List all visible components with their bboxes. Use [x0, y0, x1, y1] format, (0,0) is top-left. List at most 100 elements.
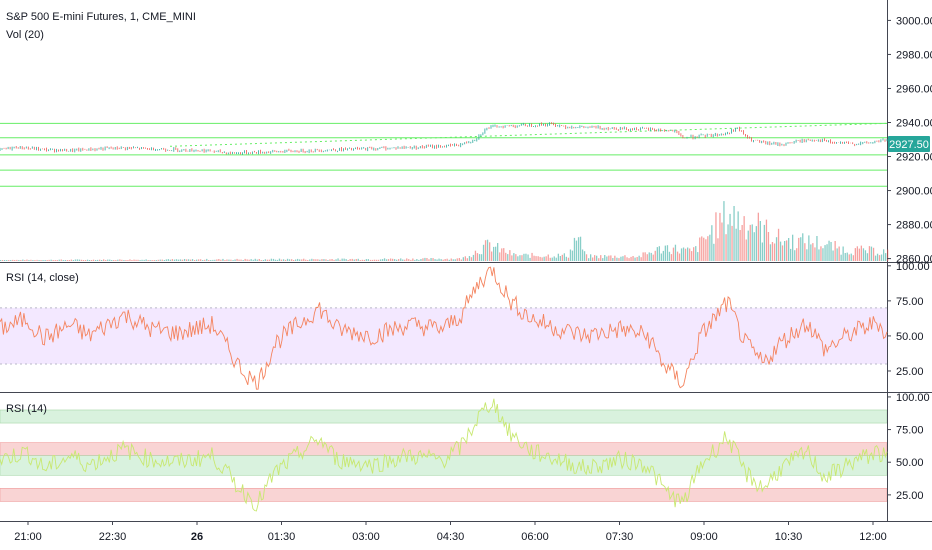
volume-bar: [482, 244, 485, 261]
volume-bar: [303, 258, 305, 261]
volume-bar: [887, 249, 889, 261]
volume-bar: [88, 260, 91, 261]
volume-bar: [363, 259, 365, 261]
symbol-title[interactable]: S&P 500 E-mini Futures, 1, CME_MINI: [6, 11, 196, 23]
volume-bar: [371, 259, 374, 261]
volume-bar: [450, 258, 452, 261]
volume-bar: [256, 259, 258, 261]
volume-bar: [127, 260, 129, 261]
volume-bar: [286, 258, 289, 261]
volume-bar: [583, 251, 586, 261]
volume-bar: [654, 250, 656, 261]
volume-bar: [676, 251, 679, 261]
volume-bar: [396, 259, 398, 261]
volume-bar: [618, 258, 620, 261]
volume-bar: [697, 252, 699, 261]
price-axis[interactable]: 3000.00 2980.00 2960.00 2940.00 2920.00 2900.…: [887, 15, 932, 502]
volume-bar: [28, 260, 30, 261]
volume-bar: [521, 255, 523, 261]
volume-bar: [687, 247, 689, 261]
volume-bar: [753, 232, 755, 261]
y-tick-label: 2920.00: [896, 152, 932, 164]
volume-bar: [119, 259, 121, 261]
volume-bar: [0, 260, 2, 261]
volume-bar: [577, 237, 580, 261]
volume-bar: [715, 212, 717, 261]
rsi-close-indicator-label[interactable]: RSI (14, close): [6, 272, 79, 284]
volume-bar: [147, 260, 149, 261]
volume-bar: [266, 259, 268, 261]
volume-bar: [309, 259, 311, 261]
volume-bar: [64, 260, 66, 261]
volume-bar: [630, 256, 632, 261]
volume-bar: [113, 260, 115, 261]
volume-bar: [454, 259, 456, 261]
volume-bar: [288, 259, 291, 261]
volume-bar: [735, 228, 737, 261]
volume-bar: [84, 260, 87, 261]
volume-bar: [531, 252, 533, 261]
volume-bar: [446, 258, 448, 261]
volume-bar: [717, 238, 719, 261]
volume-bar: [672, 247, 675, 261]
volume-bar: [214, 259, 216, 261]
volume-bar: [398, 259, 400, 261]
volume-indicator-label[interactable]: Vol (20): [6, 29, 44, 41]
volume-bar: [408, 259, 410, 261]
volume-bar: [545, 256, 547, 261]
volume-bar: [12, 259, 14, 261]
volume-bar: [608, 255, 610, 261]
x-tick-label: 03:00: [352, 531, 380, 543]
volume-bar: [650, 252, 652, 261]
volume-bar: [448, 259, 450, 261]
volume-bar: [32, 260, 34, 261]
volume-bar: [846, 252, 848, 261]
rsi-line-layer: [0, 398, 888, 512]
volume-bar: [864, 250, 867, 261]
volume-bar: [181, 259, 184, 261]
rsi-indicator-label[interactable]: RSI (14): [6, 403, 47, 415]
time-axis[interactable]: 21:00 22:30 26 01:30 03:00 04:30 06:00 07:30 09:…: [14, 521, 887, 543]
volume-bar: [187, 259, 190, 261]
volume-bar: [484, 240, 487, 261]
volume-bar: [62, 260, 64, 261]
volume-bar: [786, 240, 788, 261]
volume-bar: [109, 259, 111, 261]
volume-bar: [466, 258, 468, 261]
volume-bar: [16, 259, 18, 261]
volume-bar: [216, 259, 218, 261]
volume-bar: [860, 245, 862, 261]
volume-bar: [519, 255, 521, 261]
volume-bar: [719, 212, 721, 261]
volume-bar: [438, 258, 440, 261]
volume-bar: [557, 253, 559, 261]
volume-bar: [656, 247, 658, 261]
volume-bar: [418, 259, 420, 261]
volume-bar: [149, 260, 151, 261]
volume-bar: [20, 260, 22, 261]
volume-bar: [278, 258, 281, 261]
volume-bar: [56, 260, 58, 261]
volume-bar: [250, 259, 252, 261]
volume-bar: [331, 259, 333, 261]
volume-bar: [575, 240, 578, 261]
volume-bar: [880, 254, 883, 261]
volume-bar: [598, 258, 600, 261]
volume-bar: [854, 248, 856, 261]
volume-bar: [806, 249, 808, 261]
y-tick-label: 75.00: [896, 296, 924, 308]
volume-bar: [765, 219, 768, 261]
volume-bar: [218, 259, 220, 261]
y-tick-label: 2940.00: [896, 117, 932, 129]
volume-bar: [559, 256, 561, 261]
volume-bar: [153, 260, 155, 261]
volume-bar: [40, 260, 42, 261]
volume-bar: [377, 259, 380, 261]
volume-bar: [699, 237, 701, 261]
volume-bar: [848, 254, 850, 261]
x-tick-label: 12:00: [859, 531, 887, 543]
volume-bar: [691, 251, 693, 261]
volume-bar: [301, 259, 303, 261]
